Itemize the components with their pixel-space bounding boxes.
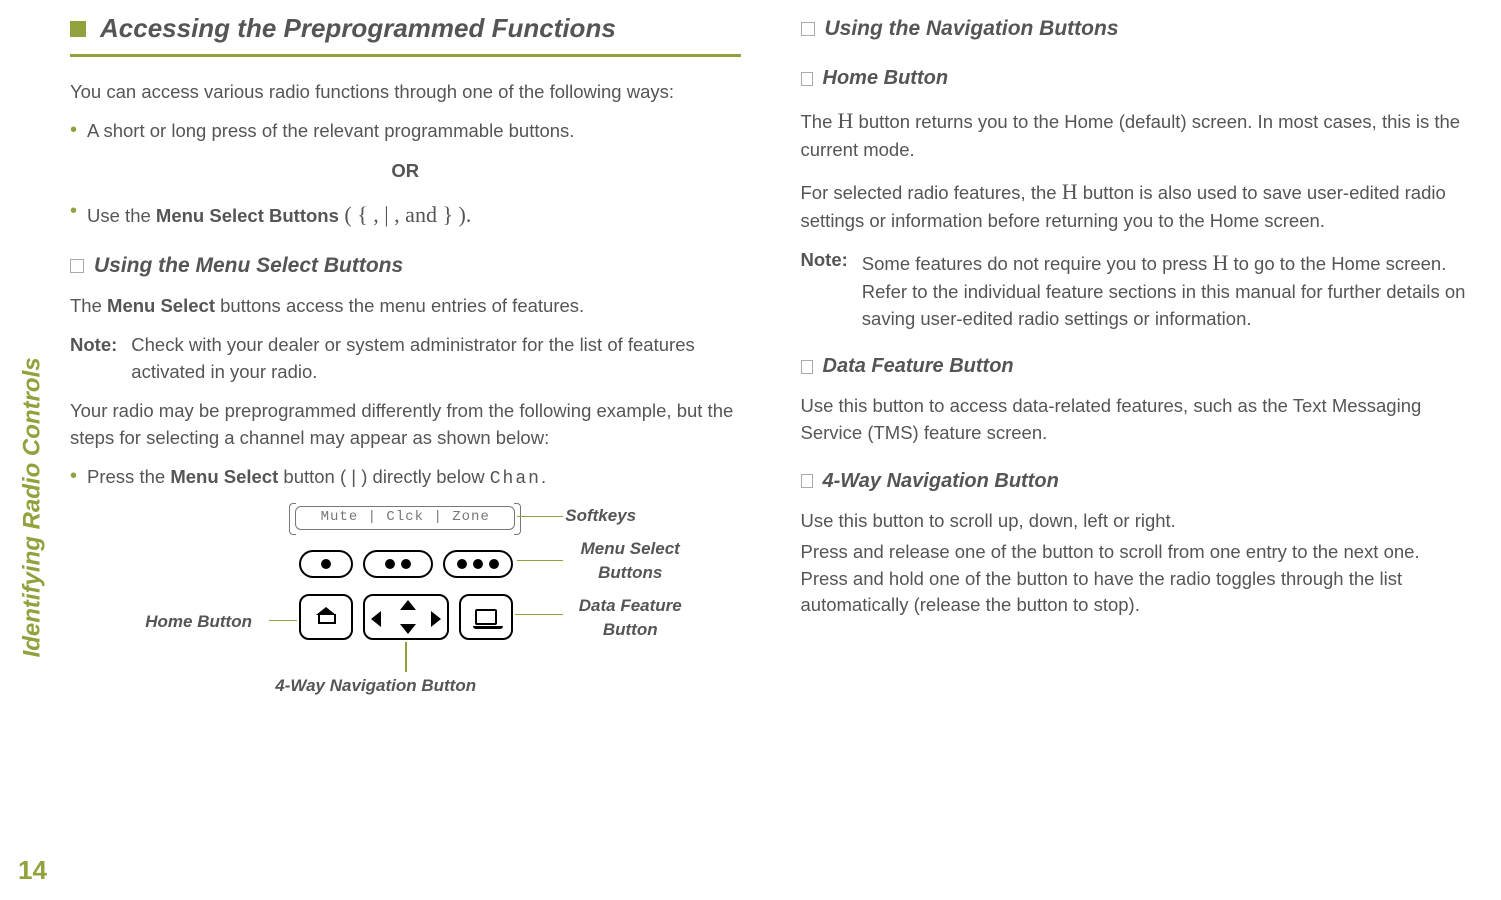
sub-subheading: Data Feature Button — [801, 352, 1472, 381]
square-outline-icon — [801, 72, 813, 86]
diagram-label-home: Home Button — [145, 610, 252, 635]
callout-line — [405, 642, 407, 672]
button-diagram: Mute | Clck | Zone Softkeys Menu Select … — [105, 502, 705, 712]
callout-line — [517, 560, 563, 562]
note-block: Note: Some features do not require you t… — [801, 247, 1472, 333]
square-outline-icon — [801, 22, 815, 36]
callout-line — [517, 516, 563, 518]
sub-subheading: 4-Way Navigation Button — [801, 467, 1472, 496]
right-column: Using the Navigation Buttons Home Button… — [801, 10, 1472, 712]
sub-subheading: Home Button — [801, 64, 1472, 93]
paragraph: Press and release one of the button to s… — [801, 539, 1472, 619]
subheading: Using the Menu Select Buttons — [70, 251, 741, 281]
sidebar: Identifying Radio Controls 14 — [8, 0, 58, 900]
nav-button-icon — [363, 594, 449, 640]
diagram-label-nav: 4-Way Navigation Button — [275, 674, 476, 699]
bullet-text: Use the Menu Select Buttons ( { , | , an… — [87, 199, 471, 231]
home-button-icon — [299, 594, 353, 640]
bullet-item: • Press the Menu Select button ( | ) dir… — [70, 464, 741, 492]
paragraph: Your radio may be preprogrammed differen… — [70, 398, 741, 452]
menu-select-btn-3 — [443, 550, 513, 578]
left-column: Accessing the Preprogrammed Functions Yo… — [70, 10, 741, 712]
diagram-label-menu-select: Menu Select Buttons — [565, 537, 695, 586]
menu-select-btn-1 — [299, 550, 353, 578]
paragraph: The Menu Select buttons access the menu … — [70, 293, 741, 320]
data-feature-button-icon — [459, 594, 513, 640]
intro-text: You can access various radio functions t… — [70, 79, 741, 106]
bullet-text: A short or long press of the relevant pr… — [87, 118, 574, 145]
note-text: Check with your dealer or system adminis… — [131, 332, 740, 386]
callout-line — [515, 614, 563, 616]
content-columns: Accessing the Preprogrammed Functions Yo… — [70, 10, 1471, 712]
square-outline-icon — [801, 360, 813, 374]
square-bullet-icon — [70, 21, 86, 37]
heading-main: Accessing the Preprogrammed Functions — [70, 10, 741, 57]
bullet-text: Press the Menu Select button ( | ) direc… — [87, 464, 546, 492]
page-number: 14 — [18, 852, 47, 890]
bullet-dot-icon: • — [70, 199, 77, 231]
softkey-bar: Mute | Clck | Zone — [295, 506, 515, 530]
subheading: Using the Navigation Buttons — [801, 14, 1472, 44]
section-label: Identifying Radio Controls — [16, 357, 51, 657]
diagram-label-data-feature: Data Feature Button — [565, 594, 695, 643]
bullet-item: • A short or long press of the relevant … — [70, 118, 741, 145]
bullet-item: • Use the Menu Select Buttons ( { , | , … — [70, 199, 741, 231]
paragraph: Use this button to scroll up, down, left… — [801, 508, 1472, 535]
paragraph: For selected radio features, the H butto… — [801, 176, 1472, 235]
callout-line — [269, 620, 297, 622]
paragraph: Use this button to access data-related f… — [801, 393, 1472, 447]
or-separator: OR — [70, 158, 741, 185]
note-label: Note: — [70, 332, 117, 386]
paragraph: The H button returns you to the Home (de… — [801, 105, 1472, 164]
note-block: Note: Check with your dealer or system a… — [70, 332, 741, 386]
square-outline-icon — [801, 474, 813, 488]
note-label: Note: — [801, 247, 848, 333]
square-outline-icon — [70, 259, 84, 273]
menu-select-btn-2 — [363, 550, 433, 578]
bullet-dot-icon: • — [70, 464, 77, 492]
bullet-dot-icon: • — [70, 118, 77, 145]
diagram-label-softkeys: Softkeys — [565, 504, 636, 529]
heading-text: Accessing the Preprogrammed Functions — [100, 10, 616, 48]
note-text: Some features do not require you to pres… — [862, 247, 1471, 333]
